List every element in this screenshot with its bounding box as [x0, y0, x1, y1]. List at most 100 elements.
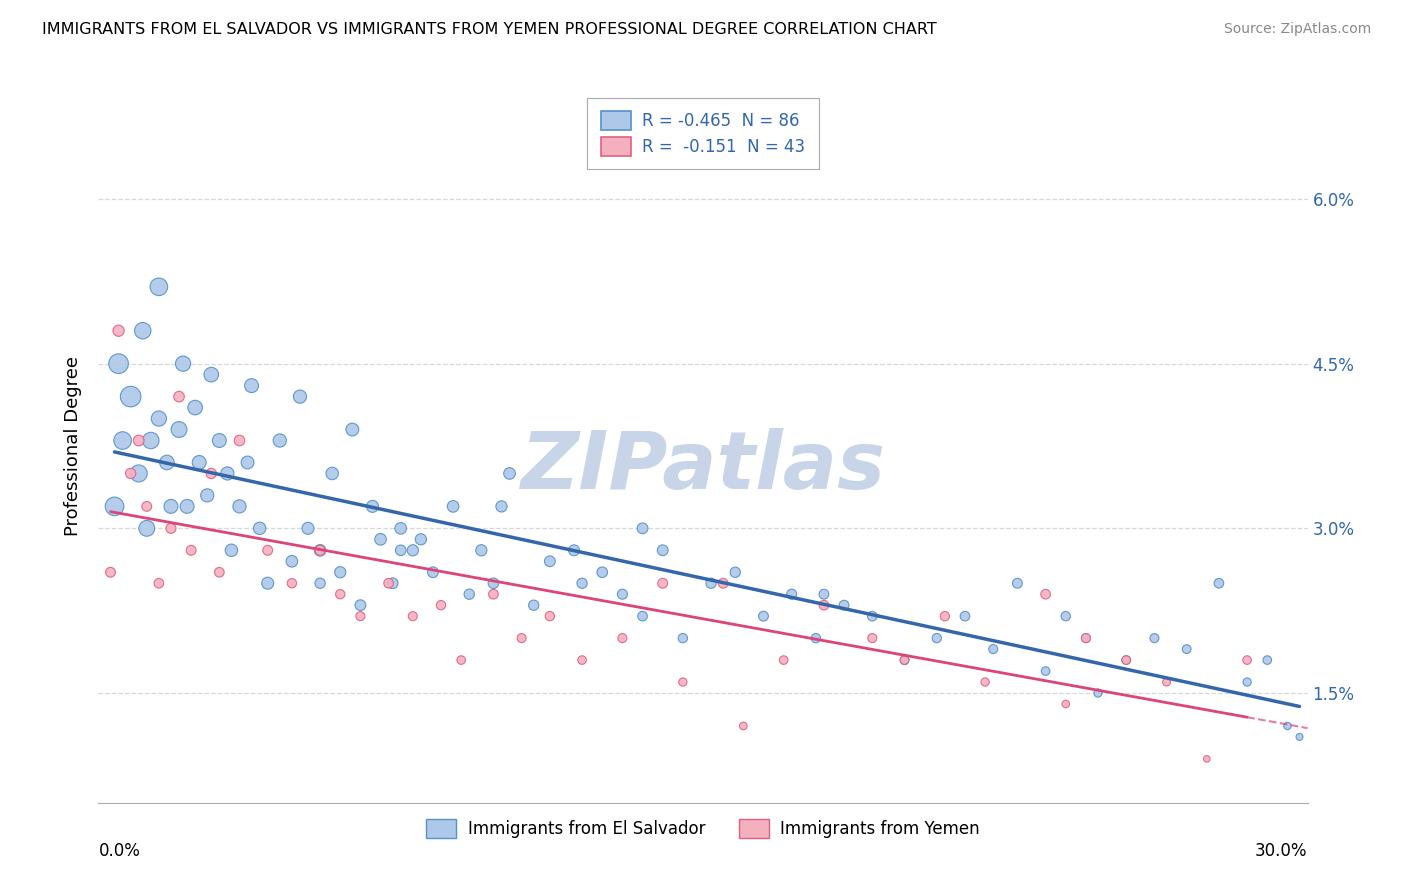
Point — [651, 576, 673, 591]
Point — [297, 521, 319, 535]
Point — [107, 324, 129, 338]
Point — [180, 543, 202, 558]
Point — [160, 500, 183, 514]
Point — [893, 653, 915, 667]
Point — [236, 455, 259, 469]
Point — [591, 566, 613, 580]
Point — [377, 576, 399, 591]
Point — [482, 576, 505, 591]
Point — [389, 543, 412, 558]
Point — [132, 324, 155, 338]
Point — [135, 500, 157, 514]
Point — [804, 631, 827, 645]
Point — [148, 411, 170, 425]
Point — [281, 576, 304, 591]
Point — [1208, 576, 1230, 591]
Point — [361, 500, 384, 514]
Point — [188, 455, 211, 469]
Point — [128, 467, 150, 481]
Point — [491, 500, 513, 514]
Point — [381, 576, 404, 591]
Point — [160, 521, 183, 535]
Point — [934, 609, 956, 624]
Point — [1115, 653, 1137, 667]
Point — [349, 609, 371, 624]
Point — [329, 587, 352, 601]
Point — [228, 500, 250, 514]
Point — [221, 543, 243, 558]
Point — [1007, 576, 1029, 591]
Point — [128, 434, 150, 448]
Point — [1143, 631, 1166, 645]
Point — [111, 434, 134, 448]
Point — [288, 390, 311, 404]
Point — [402, 609, 425, 624]
Point — [172, 357, 194, 371]
Point — [200, 467, 222, 481]
Point — [120, 390, 142, 404]
Point — [208, 566, 231, 580]
Point — [571, 653, 593, 667]
Point — [1288, 730, 1310, 744]
Point — [1054, 609, 1077, 624]
Point — [342, 423, 364, 437]
Point — [409, 533, 432, 547]
Point — [953, 609, 976, 624]
Point — [571, 576, 593, 591]
Point — [281, 554, 304, 568]
Point — [135, 521, 157, 535]
Text: 0.0%: 0.0% — [98, 842, 141, 860]
Point — [780, 587, 803, 601]
Point — [309, 576, 332, 591]
Text: IMMIGRANTS FROM EL SALVADOR VS IMMIGRANTS FROM YEMEN PROFESSIONAL DEGREE CORRELA: IMMIGRANTS FROM EL SALVADOR VS IMMIGRANT… — [42, 22, 936, 37]
Point — [651, 543, 673, 558]
Point — [1236, 675, 1258, 690]
Legend: Immigrants from El Salvador, Immigrants from Yemen: Immigrants from El Salvador, Immigrants … — [419, 812, 987, 845]
Point — [813, 587, 835, 601]
Point — [256, 576, 278, 591]
Point — [1035, 664, 1057, 678]
Point — [309, 543, 332, 558]
Point — [349, 598, 371, 612]
Point — [482, 587, 505, 601]
Y-axis label: Professional Degree: Professional Degree — [63, 356, 82, 536]
Point — [441, 500, 464, 514]
Point — [256, 543, 278, 558]
Point — [860, 631, 883, 645]
Point — [240, 378, 263, 392]
Point — [228, 434, 250, 448]
Point — [510, 631, 533, 645]
Point — [733, 719, 755, 733]
Point — [631, 521, 654, 535]
Point — [389, 521, 412, 535]
Point — [217, 467, 239, 481]
Point — [562, 543, 585, 558]
Point — [167, 423, 190, 437]
Point — [700, 576, 723, 591]
Text: ZIPatlas: ZIPatlas — [520, 428, 886, 507]
Point — [156, 455, 179, 469]
Point — [249, 521, 271, 535]
Point — [523, 598, 546, 612]
Point — [925, 631, 948, 645]
Point — [120, 467, 142, 481]
Point — [458, 587, 481, 601]
Point — [1195, 752, 1218, 766]
Point — [329, 566, 352, 580]
Point — [309, 543, 332, 558]
Point — [724, 566, 747, 580]
Point — [813, 598, 835, 612]
Point — [981, 642, 1004, 657]
Point — [1074, 631, 1097, 645]
Point — [402, 543, 425, 558]
Point — [1115, 653, 1137, 667]
Point — [612, 587, 634, 601]
Point — [538, 609, 561, 624]
Point — [430, 598, 453, 612]
Point — [631, 609, 654, 624]
Point — [370, 533, 392, 547]
Text: Source: ZipAtlas.com: Source: ZipAtlas.com — [1223, 22, 1371, 37]
Point — [321, 467, 343, 481]
Point — [832, 598, 855, 612]
Point — [772, 653, 794, 667]
